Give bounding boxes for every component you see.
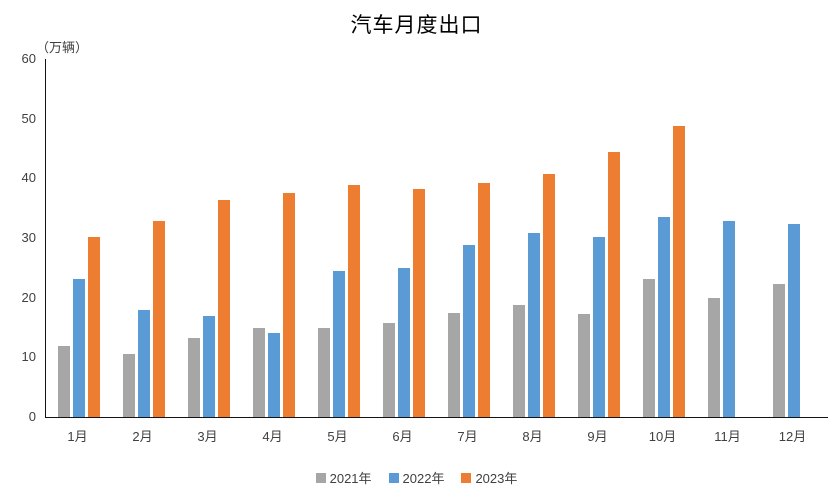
legend-item-2021年: 2021年 <box>315 468 372 487</box>
bar-2021年-8月 <box>512 305 525 417</box>
bar-group-7月 <box>436 59 501 417</box>
legend-item-2023年: 2023年 <box>461 468 517 487</box>
bar-2021年-10月 <box>642 279 655 417</box>
bar-2021年-1月 <box>57 346 70 417</box>
x-tick-label-2月: 2月 <box>132 429 153 444</box>
bar-2022年-6月 <box>397 268 410 417</box>
bar-2023年-5月 <box>347 184 360 417</box>
bar-2021年-11月 <box>707 297 720 417</box>
x-tick-label-7月: 7月 <box>457 429 478 444</box>
bar-2022年-11月 <box>722 220 735 417</box>
plot-area <box>45 59 828 418</box>
bar-group-2月 <box>111 59 176 417</box>
x-tick-label-5月: 5月 <box>327 429 348 444</box>
legend-label: 2022年 <box>402 471 445 486</box>
bar-2022年-7月 <box>462 244 475 417</box>
bar-2022年-4月 <box>267 333 280 417</box>
bar-2021年-5月 <box>317 327 330 417</box>
x-tick-label-4月: 4月 <box>262 429 283 444</box>
y-tick-label: 50 <box>21 110 36 126</box>
bar-group-5月 <box>306 59 371 417</box>
bar-2022年-8月 <box>527 233 540 417</box>
bar-2022年-10月 <box>657 216 670 417</box>
y-tick-label: 60 <box>21 51 36 66</box>
bar-2023年-10月 <box>672 125 685 417</box>
bar-2022年-9月 <box>592 237 605 417</box>
bar-group-11月 <box>696 59 761 417</box>
bar-group-9月 <box>566 59 631 417</box>
bar-2021年-7月 <box>447 313 460 417</box>
bar-2023年-6月 <box>412 189 425 417</box>
legend-swatch-icon <box>315 472 326 483</box>
bar-2021年-12月 <box>772 283 785 417</box>
x-tick-label-11月: 11月 <box>714 429 741 444</box>
x-tick-label-9月: 9月 <box>587 429 608 444</box>
bar-2021年-4月 <box>252 327 265 417</box>
bar-2023年-1月 <box>87 237 100 417</box>
bar-group-4月 <box>241 59 306 417</box>
bar-2021年-3月 <box>187 338 200 417</box>
bar-2021年-6月 <box>382 323 395 417</box>
bar-2022年-1月 <box>72 279 85 417</box>
bar-2022年-2月 <box>137 309 150 417</box>
bar-group-6月 <box>371 59 436 417</box>
bar-group-8月 <box>501 59 566 417</box>
bar-2022年-12月 <box>787 223 800 417</box>
bar-group-1月 <box>46 59 111 417</box>
bar-2023年-4月 <box>282 192 295 417</box>
y-tick-label: 30 <box>21 230 36 245</box>
bar-group-3月 <box>176 59 241 417</box>
bar-2022年-3月 <box>202 315 215 417</box>
bar-2023年-2月 <box>152 220 165 417</box>
bar-group-12月 <box>761 59 826 417</box>
chart-title: 汽车月度出口 <box>350 13 483 37</box>
bar-2023年-7月 <box>477 183 490 417</box>
bar-2023年-8月 <box>542 173 555 417</box>
legend: 2021年 2022年 2023年 <box>0 468 833 487</box>
legend-item-2022年: 2022年 <box>388 468 445 487</box>
x-tick-label-8月: 8月 <box>522 429 543 444</box>
x-tick-label-3月: 3月 <box>197 429 218 444</box>
y-tick-label: 10 <box>21 349 36 365</box>
bar-2023年-9月 <box>607 152 620 417</box>
y-tick-label: 20 <box>21 289 36 305</box>
bar-2021年-9月 <box>577 314 590 417</box>
legend-swatch-icon <box>388 472 399 483</box>
bar-2021年-2月 <box>122 354 135 417</box>
x-tick-label-6月: 6月 <box>392 429 413 444</box>
x-tick-label-10月: 10月 <box>648 429 677 444</box>
y-axis: 0 10 20 30 40 50 60 <box>0 0 36 496</box>
x-axis: 1月 2月 3月 4月 5月 6月 7月 8月 9月 10月 11月 12月 <box>45 426 825 445</box>
y-axis-unit-label: （万辆） <box>36 40 89 55</box>
y-tick-label: 40 <box>21 170 36 186</box>
bar-group-10月 <box>631 59 696 417</box>
x-tick-label-1月: 1月 <box>67 429 88 444</box>
legend-label: 2023年 <box>475 471 518 486</box>
legend-swatch-icon <box>461 472 472 483</box>
legend-label: 2021年 <box>329 471 372 486</box>
bar-groups <box>46 59 826 417</box>
x-tick-label-12月: 12月 <box>778 429 807 444</box>
bar-2022年-5月 <box>332 271 345 417</box>
y-tick-label: 0 <box>28 409 36 424</box>
bar-2023年-3月 <box>217 199 230 417</box>
